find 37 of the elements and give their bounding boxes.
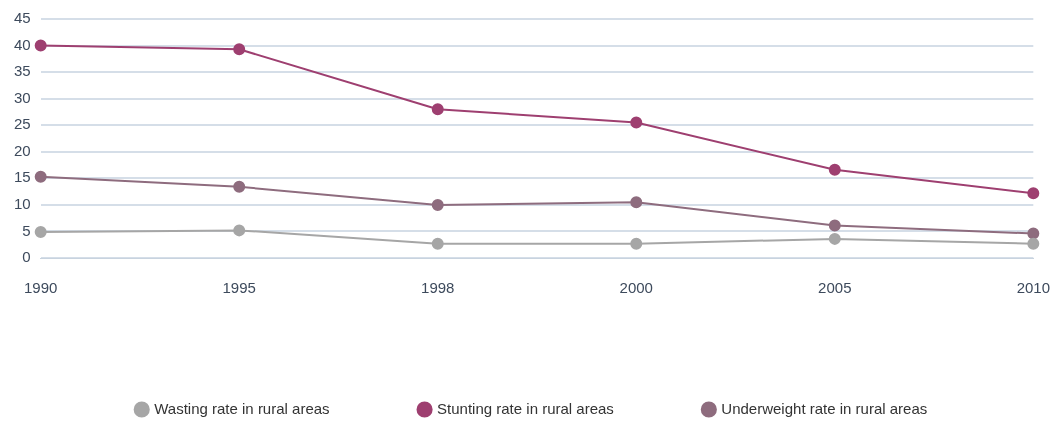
point	[630, 237, 643, 250]
y-tick-label: 10	[14, 195, 31, 213]
legend-label: Wasting rate in rural areas	[154, 399, 330, 417]
point	[34, 225, 47, 238]
x-tick-label: 2005	[818, 279, 852, 297]
y-tick-label: 0	[22, 248, 31, 266]
point	[828, 232, 841, 245]
y-tick-label: 25	[14, 115, 31, 133]
point	[1027, 187, 1040, 200]
point	[431, 103, 444, 116]
point	[630, 116, 643, 129]
legend-label: Stunting rate in rural areas	[437, 399, 614, 417]
y-tick-label: 15	[14, 168, 31, 186]
point	[828, 163, 841, 176]
point	[1027, 237, 1040, 250]
point	[431, 237, 444, 250]
point	[233, 224, 246, 237]
x-tick-label: 1995	[222, 279, 256, 297]
y-tick-label: 30	[14, 88, 31, 106]
point	[1027, 227, 1040, 240]
point	[34, 39, 47, 52]
y-tick-label: 5	[22, 221, 31, 239]
point	[233, 180, 246, 193]
x-tick-label: 2000	[619, 279, 653, 297]
y-tick-label: 45	[14, 9, 31, 27]
point	[34, 170, 47, 183]
legend-label: Underweight rate in rural areas	[721, 399, 928, 417]
point	[431, 198, 444, 211]
y-tick-label: 20	[14, 141, 31, 159]
x-tick-label: 1990	[24, 279, 58, 297]
point	[828, 219, 841, 232]
y-tick-label: 35	[14, 62, 31, 80]
x-tick-label: 2010	[1016, 279, 1050, 297]
y-tick-label: 40	[14, 35, 31, 53]
point	[630, 196, 643, 209]
point	[233, 43, 246, 56]
x-tick-label: 1998	[421, 279, 455, 297]
